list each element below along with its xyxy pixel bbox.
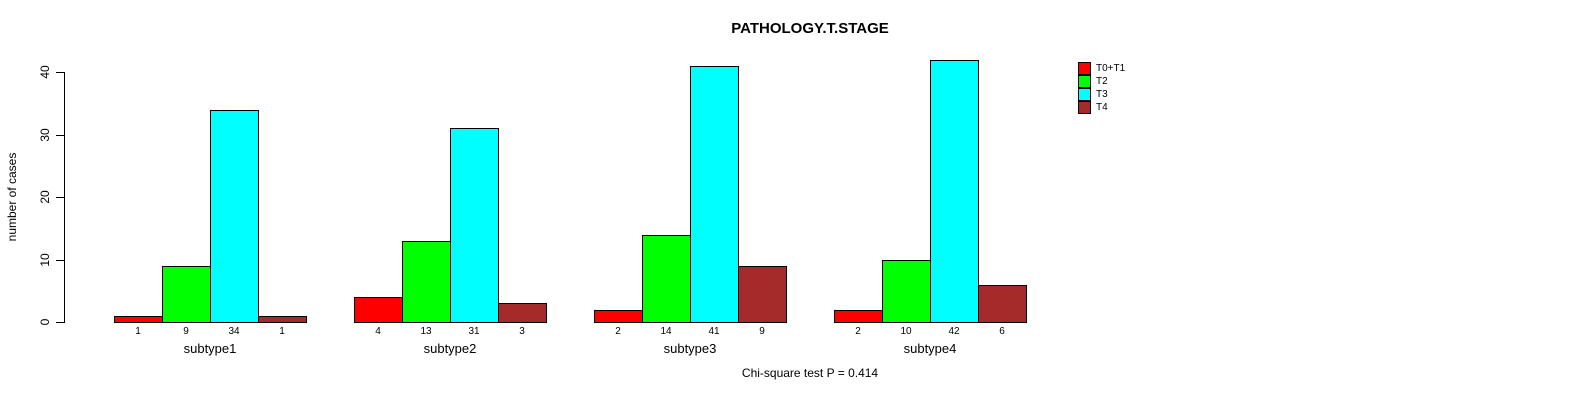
bar-T0+T1-subtype2 xyxy=(354,297,403,323)
bar-value-label: 42 xyxy=(948,326,960,337)
bar-value-label: 13 xyxy=(420,326,432,337)
x-category-label-subtype4: subtype4 xyxy=(903,341,957,356)
legend-row: T4 xyxy=(1078,101,1125,114)
legend-swatch-T2 xyxy=(1078,75,1091,88)
bar-T0+T1-subtype4 xyxy=(834,309,883,323)
y-tick-label: 0 xyxy=(38,318,52,326)
legend: T0+T1 T2 T3 T4 xyxy=(1078,62,1125,114)
y-tick-mark xyxy=(56,322,64,323)
y-tick-label: 10 xyxy=(38,252,52,267)
bar-value-label: 34 xyxy=(228,326,240,337)
y-tick-label: 30 xyxy=(38,127,52,142)
bar-T4-subtype4 xyxy=(978,284,1027,323)
bar-T3-subtype4 xyxy=(930,59,979,323)
bar-T0+T1-subtype3 xyxy=(594,309,643,323)
bar-T4-subtype1 xyxy=(258,315,307,323)
legend-label: T4 xyxy=(1096,102,1108,113)
y-tick-mark xyxy=(56,197,64,198)
bar-T3-subtype3 xyxy=(690,65,739,323)
legend-row: T0+T1 xyxy=(1078,62,1125,75)
bar-T2-subtype1 xyxy=(162,265,211,323)
bar-value-label: 9 xyxy=(759,326,765,337)
y-axis-line xyxy=(64,72,65,323)
bar-T4-subtype2 xyxy=(498,303,547,323)
bar-T3-subtype1 xyxy=(210,109,259,323)
y-axis-label: number of cases xyxy=(5,152,19,242)
bar-value-label: 1 xyxy=(279,326,285,337)
bar-T2-subtype4 xyxy=(882,259,931,323)
x-category-label-subtype3: subtype3 xyxy=(663,341,717,356)
legend-row: T2 xyxy=(1078,75,1125,88)
y-tick-label: 40 xyxy=(38,65,52,79)
bar-T2-subtype3 xyxy=(642,234,691,323)
bar-value-label: 3 xyxy=(519,326,525,337)
chi-square-caption: Chi-square test P = 0.414 xyxy=(741,366,879,380)
bar-value-label: 41 xyxy=(708,326,720,337)
chart-title: PATHOLOGY.T.STAGE xyxy=(731,20,889,37)
x-category-label-subtype2: subtype2 xyxy=(423,341,477,356)
bar-T2-subtype2 xyxy=(402,240,451,323)
y-tick-mark xyxy=(56,259,64,261)
legend-swatch-T0+T1 xyxy=(1078,62,1091,75)
legend-label: T2 xyxy=(1096,76,1108,87)
legend-swatch-T3 xyxy=(1078,88,1091,101)
legend-label: T3 xyxy=(1096,89,1108,100)
x-category-label-subtype1: subtype1 xyxy=(183,341,237,356)
bar-T0+T1-subtype1 xyxy=(114,315,163,323)
bar-value-label: 1 xyxy=(135,326,141,337)
y-tick-label: 20 xyxy=(38,190,52,204)
bar-value-label: 4 xyxy=(375,326,381,337)
bar-value-label: 6 xyxy=(999,326,1005,337)
bar-value-label: 2 xyxy=(615,326,621,337)
bar-value-label: 14 xyxy=(660,326,672,337)
bar-T4-subtype3 xyxy=(738,265,787,323)
y-tick-mark xyxy=(56,72,64,73)
bar-value-label: 2 xyxy=(855,326,861,337)
bar-value-label: 10 xyxy=(900,326,912,337)
bar-value-label: 9 xyxy=(183,326,189,337)
legend-label: T0+T1 xyxy=(1096,63,1126,74)
legend-row: T3 xyxy=(1078,88,1125,101)
y-tick-mark xyxy=(56,134,64,136)
bar-value-label: 31 xyxy=(468,326,480,337)
legend-swatch-T4 xyxy=(1078,101,1091,114)
bar-T3-subtype2 xyxy=(450,128,499,323)
